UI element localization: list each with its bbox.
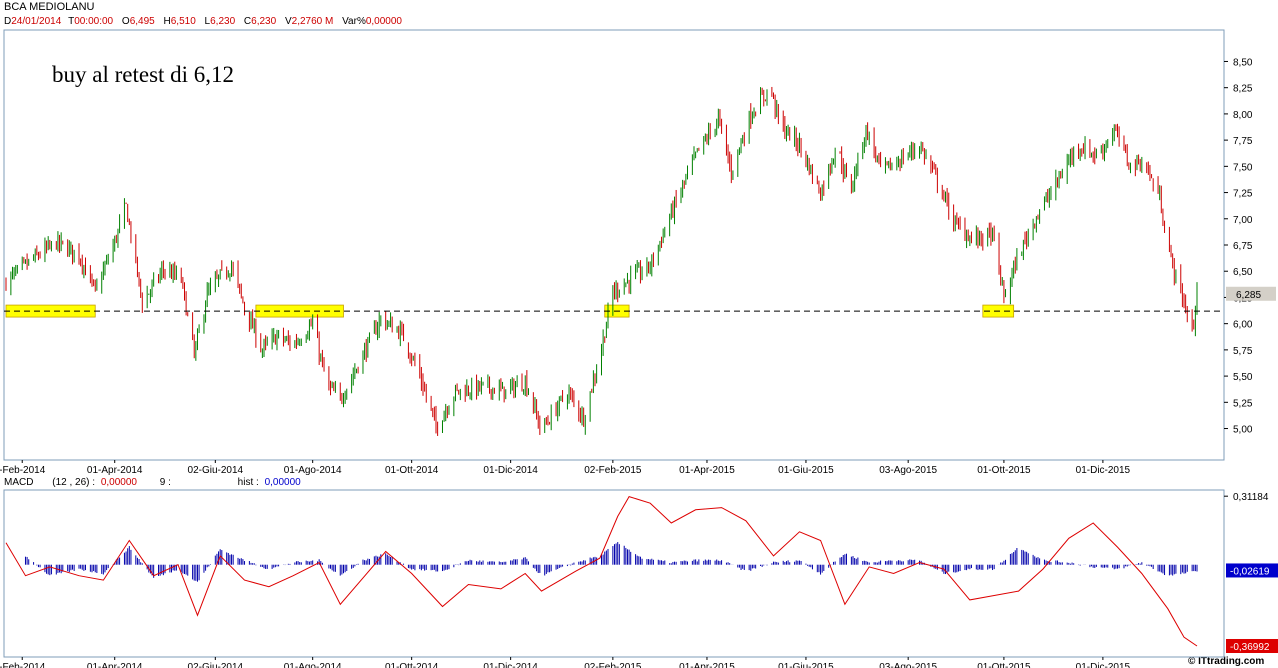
price-tick-label: 5,25 xyxy=(1233,398,1253,409)
macd-value-tag xyxy=(1226,563,1278,578)
macd-info-bar: MACD (12 , 26) : 0,00000 9 : hist : 0,00… xyxy=(4,477,301,488)
x-tick-label: 01-Giu-2015 xyxy=(778,465,834,476)
x-tick-label: 02-Giu-2014 xyxy=(188,465,244,476)
last-price-tag xyxy=(1226,286,1276,301)
date-value: 24/01/2014 xyxy=(11,16,62,27)
price-tick-label: 8,25 xyxy=(1233,84,1253,95)
volume-value: 2,2760 M xyxy=(291,16,334,27)
x-tick-label: 02-Feb-2015 xyxy=(584,465,642,476)
price-tick-label: 6,00 xyxy=(1233,320,1253,331)
price-tick-label: 5,75 xyxy=(1233,346,1253,357)
close-value: 6,230 xyxy=(251,16,277,27)
x-tick-label: 01-Ago-2014 xyxy=(284,465,342,476)
x-tick-label: 01-Apr-2015 xyxy=(679,662,735,668)
macd-hist-label: hist : xyxy=(237,477,259,488)
x-tick-label: 01-Apr-2014 xyxy=(87,662,143,668)
x-tick-label: 01-Dic-2014 xyxy=(483,662,538,668)
macd-value: 0,00000 xyxy=(100,477,137,488)
price-tick-label: 6,75 xyxy=(1233,241,1253,252)
high-label: H xyxy=(163,16,171,27)
time-value: 00:00:00 xyxy=(74,16,114,27)
price-pane-frame xyxy=(3,29,1225,461)
watermark: © ITtrading.com xyxy=(1188,656,1265,667)
ohlc-info-bar: D24/01/2014 T00:00:00 O6,495 H6,510 L6,2… xyxy=(4,16,402,27)
high-value: 6,510 xyxy=(170,16,196,27)
x-tick-label: 01-Dic-2014 xyxy=(483,465,538,476)
x-tick-label: 01-Ott-2015 xyxy=(977,465,1031,476)
price-tick-label: 7,75 xyxy=(1233,136,1253,147)
time-label: T xyxy=(68,16,75,27)
x-tick-label: 03-Ago-2015 xyxy=(879,662,937,668)
macd-pane-frame xyxy=(3,489,1225,658)
x-tick-label: 01-Ott-2014 xyxy=(385,465,439,476)
signal-value-tag-label: -0,36992 xyxy=(1230,642,1270,653)
close-label: C xyxy=(243,16,252,27)
x-tick-label: 02-Giu-2014 xyxy=(188,662,244,668)
open-label: O xyxy=(121,16,130,27)
low-value: 6,230 xyxy=(210,16,236,27)
macd-name: MACD xyxy=(4,477,34,488)
price-tick-label: 6,50 xyxy=(1233,267,1253,278)
x-tick-label: 01-Ago-2014 xyxy=(284,662,342,668)
macd-value-tag-label: -0,02619 xyxy=(1230,566,1270,577)
price-pane: 5,005,255,505,756,006,256,506,757,007,25… xyxy=(0,29,1276,476)
macd-tick-label: 0,31184 xyxy=(1233,492,1269,503)
price-tick-label: 7,00 xyxy=(1233,215,1253,226)
date-label: D xyxy=(4,16,12,27)
x-tick-label: -Feb-2014 xyxy=(0,662,46,668)
x-tick-label: 01-Apr-2014 xyxy=(87,465,143,476)
price-tick-label: 7,50 xyxy=(1233,162,1253,173)
last-price-label: 6,285 xyxy=(1236,290,1261,301)
price-tick-label: 5,50 xyxy=(1233,372,1253,383)
x-tick-label: 01-Dic-2015 xyxy=(1076,465,1131,476)
x-tick-label: 01-Ott-2014 xyxy=(385,662,439,668)
signal-value-tag xyxy=(1226,638,1278,653)
price-tick-label: 8,00 xyxy=(1233,110,1253,121)
macd-signal-line xyxy=(5,496,1198,647)
var-label: Var% xyxy=(342,16,366,27)
price-tick-label: 7,25 xyxy=(1233,189,1253,200)
instrument-title: BCA MEDIOLANU xyxy=(4,1,95,13)
macd-hist-value: 0,00000 xyxy=(264,477,301,488)
macd-signal-label: 9 : xyxy=(159,477,171,488)
open-value: 6,495 xyxy=(129,16,155,27)
x-tick-label: -Feb-2014 xyxy=(0,465,46,476)
x-tick-label: 01-Apr-2015 xyxy=(679,465,735,476)
macd-pane: -Feb-2014 01-Apr-2014 02-Giu-2014 01-Ago-20… xyxy=(0,489,1278,668)
macd-params: (12 , 26) : xyxy=(52,477,96,488)
price-tick-label: 5,00 xyxy=(1233,425,1253,436)
volume-label: V xyxy=(284,16,292,27)
x-tick-label: 01-Ott-2015 xyxy=(977,662,1031,668)
low-label: L xyxy=(204,16,211,27)
x-tick-label: 01-Dic-2015 xyxy=(1076,662,1131,668)
chart-annotation: buy al retest di 6,12 xyxy=(52,62,235,87)
price-tick-label: 8,50 xyxy=(1233,57,1253,68)
var-value: 0,00000 xyxy=(365,16,402,27)
x-tick-label: 01-Giu-2015 xyxy=(778,662,834,668)
x-tick-label: 02-Feb-2015 xyxy=(584,662,642,668)
x-tick-label: 03-Ago-2015 xyxy=(879,465,937,476)
